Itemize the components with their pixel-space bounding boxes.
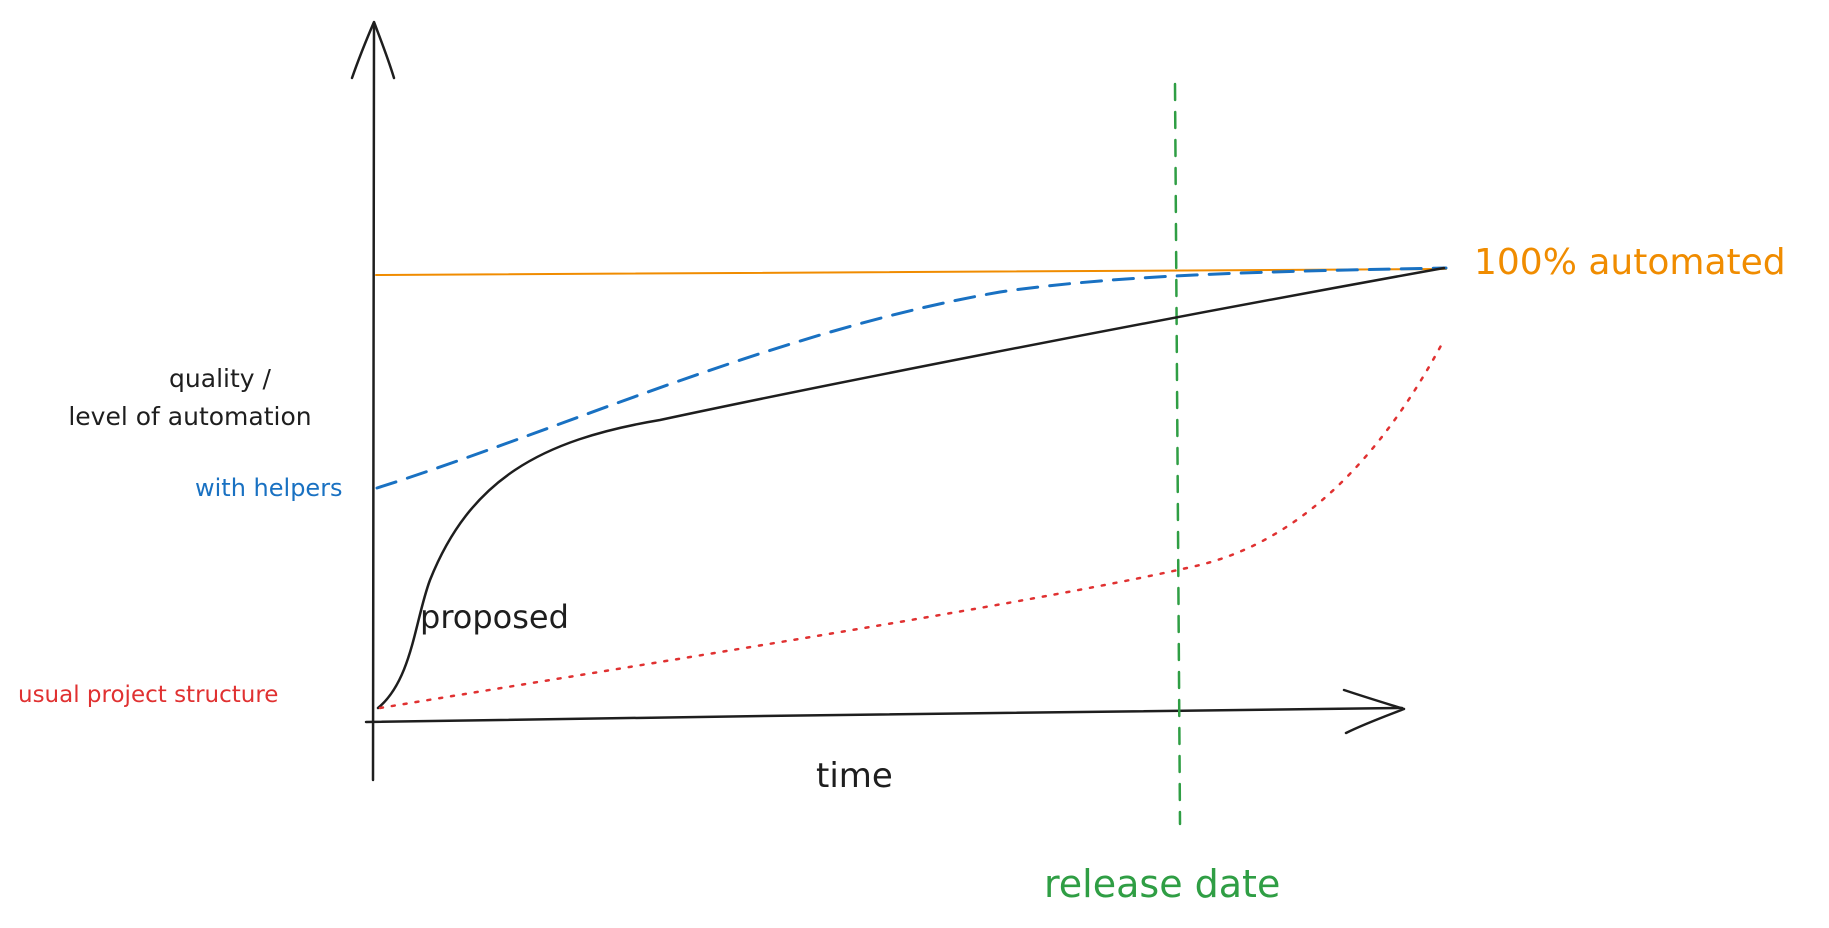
y-axis [350, 20, 396, 782]
y-axis-line [371, 22, 376, 782]
y-axis-arrowhead [350, 20, 396, 80]
x-axis-line [364, 706, 1404, 724]
proposed-label: proposed [420, 598, 569, 636]
release-date-label: release date [1044, 862, 1281, 906]
with-helpers-label: with helpers [195, 474, 343, 502]
y-axis-label-line2: level of automation [68, 402, 312, 431]
automated-100-label: 100% automated [1474, 242, 1786, 283]
x-axis-arrowhead [1342, 688, 1406, 735]
usual-project-structure-label: usual project structure [18, 682, 279, 708]
usual-project-structure-curve [378, 338, 1446, 710]
proposed-curve [376, 266, 1446, 710]
with-helpers-curve [375, 266, 1448, 490]
y-axis-label-line1: quality / [169, 364, 271, 393]
x-axis [364, 688, 1406, 735]
x-axis-label: time [816, 756, 893, 796]
automated-100-line [375, 268, 1447, 276]
release-date-line [1173, 82, 1182, 826]
